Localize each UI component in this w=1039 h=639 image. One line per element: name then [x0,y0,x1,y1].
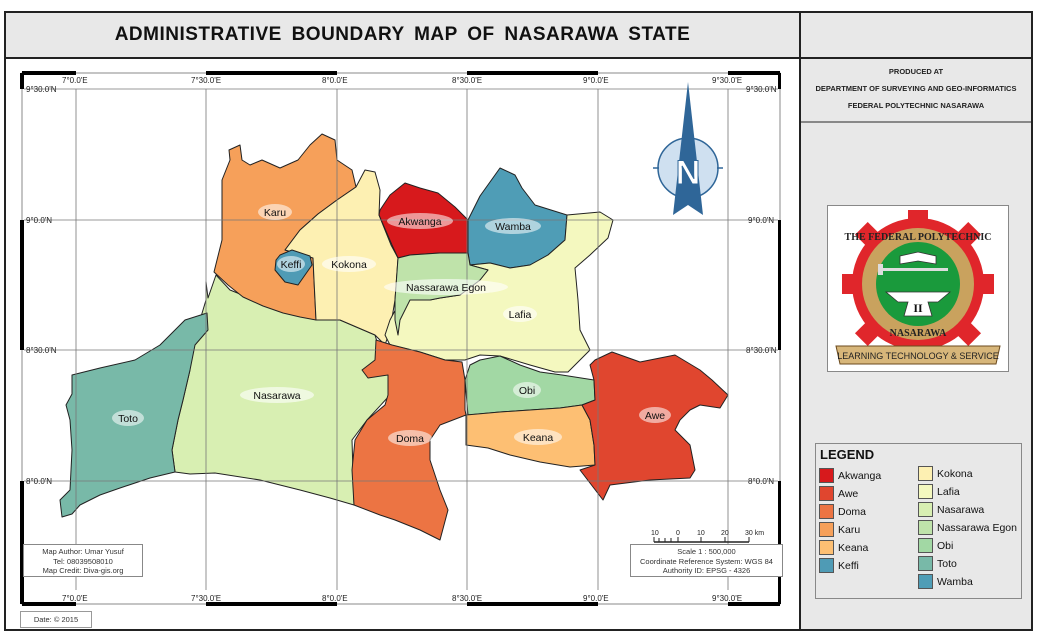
legend-item-nasarawa: Nasarawa [918,502,984,517]
north-arrow-icon: N [653,82,723,215]
label-nassarawa-egon: Nassarawa Egon [406,282,486,294]
legend-swatch [819,558,834,573]
svg-text:9°30.0'N: 9°30.0'N [26,85,57,94]
svg-text:LEARNING TECHNOLOGY & SERVICE: LEARNING TECHNOLOGY & SERVICE [837,351,999,361]
label-doma: Doma [396,433,424,445]
legend-swatch [918,556,933,571]
svg-text:8°0.0'N: 8°0.0'N [26,477,52,486]
logo-emblem-icon: II THE FEDERAL POLYTECHNIC NASARAWA LEAR… [835,210,1001,365]
svg-text:20: 20 [721,530,729,537]
svg-text:7°30.0'E: 7°30.0'E [191,594,221,603]
legend-item-obi: Obi [918,538,953,553]
credits-box: Map Author: Umar Yusuf Tel: 08039508010 … [23,544,143,577]
producer-line1: PRODUCED AT [888,67,944,76]
svg-text:9°0.0'E: 9°0.0'E [583,76,609,85]
scale-bar: 10 0 10 20 30 km [651,530,764,543]
svg-text:8°30.0'E: 8°30.0'E [452,594,482,603]
legend-item-doma: Doma [819,504,866,519]
legend-swatch [819,468,834,483]
producer-line3: FEDERAL POLYTECHNIC NASARAWA [847,101,985,110]
scale-info-box: Scale 1 : 500,000 Coordinate Reference S… [630,544,783,577]
info-panel: PRODUCED AT DEPARTMENT OF SURVEYING AND … [799,57,1033,631]
map-credit: Map Credit: Diva-gis.org [42,566,124,575]
label-obi: Obi [519,385,535,397]
legend-item-keana: Keana [819,540,868,555]
label-toto: Toto [118,413,138,425]
svg-text:8°0.0'E: 8°0.0'E [322,76,348,85]
svg-text:II: II [913,301,923,315]
date-box: Date: © 2015 [20,611,92,628]
svg-text:8°0.0'E: 8°0.0'E [322,594,348,603]
label-kokona: Kokona [331,259,367,271]
legend-swatch [918,484,933,499]
legend: LEGEND Akwanga Awe Doma Karu Keana Keffi… [815,443,1022,599]
svg-text:9°0.0'E: 9°0.0'E [583,594,609,603]
graticule [24,88,778,590]
svg-text:7°0.0'E: 7°0.0'E [62,594,88,603]
svg-text:NASARAWA: NASARAWA [890,328,947,339]
legend-item-akwanga: Akwanga [819,468,881,483]
label-keana: Keana [523,432,554,444]
legend-swatch [918,574,933,589]
svg-text:7°30.0'E: 7°30.0'E [191,76,221,85]
map-title: ADMINISTRATIVE BOUNDARY MAP OF NASARAWA … [114,24,691,45]
scale-ratio: Scale 1 : 500,000 [677,547,736,556]
label-lafia: Lafia [509,309,532,321]
legend-swatch [819,540,834,555]
author-tel: Tel: 08039508010 [53,556,113,566]
svg-text:8°30.0'N: 8°30.0'N [746,346,777,355]
legend-title: LEGEND [820,447,875,462]
legend-item-toto: Toto [918,556,957,571]
label-keffi: Keffi [281,259,302,271]
svg-text:THE FEDERAL POLYTECHNIC: THE FEDERAL POLYTECHNIC [845,232,992,243]
svg-text:9°30.0'E: 9°30.0'E [712,594,742,603]
label-wamba: Wamba [495,221,531,233]
svg-text:10: 10 [697,530,705,537]
legend-swatch [918,466,933,481]
svg-text:0: 0 [676,530,680,537]
svg-text:9°30.0'E: 9°30.0'E [712,76,742,85]
crs-text: Coordinate Reference System: WGS 84 [640,556,773,566]
legend-swatch [819,504,834,519]
svg-text:9°0.0'N: 9°0.0'N [26,216,52,225]
label-nasarawa: Nasarawa [253,390,300,402]
legend-swatch [819,522,834,537]
legend-swatch [918,538,933,553]
svg-text:8°0.0'N: 8°0.0'N [748,477,774,486]
polytechnic-logo: II THE FEDERAL POLYTECHNIC NASARAWA LEAR… [827,205,1009,372]
region-awe [579,351,729,501]
svg-text:9°30.0'N: 9°30.0'N [746,85,777,94]
date-text: Date: © 2015 [33,615,79,624]
svg-text:N: N [676,154,701,192]
map-author: Map Author: Umar Yusuf [42,547,124,556]
label-awe: Awe [645,410,665,422]
graticule-labels: 7°0.0'E 7°30.0'E 8°0.0'E 8°30.0'E 9°0.0'… [26,76,777,603]
legend-swatch [819,486,834,501]
svg-text:10: 10 [651,530,659,537]
right-header-panel [799,11,1033,59]
authority-id: Authority ID: EPSG - 4326 [662,566,751,575]
label-karu: Karu [264,207,286,219]
svg-text:30 km: 30 km [745,530,764,537]
legend-swatch [918,502,933,517]
legend-swatch [918,520,933,535]
legend-item-lafia: Lafia [918,484,960,499]
legend-item-keffi: Keffi [819,558,859,573]
producer-block: PRODUCED AT DEPARTMENT OF SURVEYING AND … [801,59,1031,123]
legend-item-karu: Karu [819,522,860,537]
svg-text:8°30.0'N: 8°30.0'N [26,346,57,355]
svg-text:8°30.0'E: 8°30.0'E [452,76,482,85]
title-panel: ADMINISTRATIVE BOUNDARY MAP OF NASARAWA … [4,11,801,59]
legend-item-awe: Awe [819,486,858,501]
legend-item-kokona: Kokona [918,466,973,481]
label-akwanga: Akwanga [398,216,441,228]
svg-text:9°0.0'N: 9°0.0'N [748,216,774,225]
legend-item-wamba: Wamba [918,574,973,589]
producer-line2: DEPARTMENT OF SURVEYING AND GEO-INFORMAT… [815,84,1017,93]
svg-text:7°0.0'E: 7°0.0'E [62,76,88,85]
legend-item-nassarawa-egon: Nassarawa Egon [918,520,1017,535]
map-canvas[interactable]: Karu Keffi Kokona Akwanga Wamba Nassaraw… [19,71,781,606]
